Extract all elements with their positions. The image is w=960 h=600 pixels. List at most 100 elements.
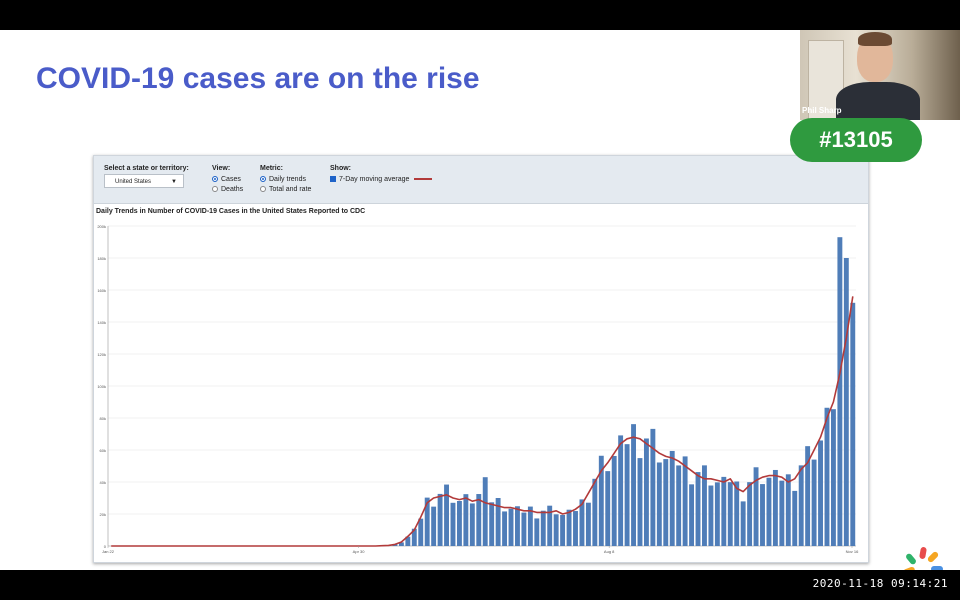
bar — [818, 440, 823, 546]
bar — [450, 502, 456, 546]
bar — [437, 493, 443, 546]
bar — [779, 480, 785, 546]
bar — [547, 505, 553, 546]
presentation-slide: COVID-19 cases are on the rise Select a … — [0, 30, 960, 587]
bar — [398, 542, 404, 546]
show-moving-average-toggle[interactable]: 7-Day moving average — [330, 174, 433, 184]
bar — [772, 469, 778, 546]
y-tick-label: 120k — [97, 352, 106, 357]
bar — [734, 481, 740, 546]
bar — [727, 482, 733, 546]
cases-bar-chart: 0 20k 40k 60k 80k 100k 120k 140k 160k 180k 200k Jan… — [97, 224, 859, 554]
bar — [598, 455, 604, 546]
bar — [830, 409, 836, 546]
bar — [643, 438, 649, 546]
bar — [573, 511, 578, 546]
y-tick-label: 200k — [97, 224, 106, 229]
bar — [650, 428, 656, 546]
show-group: Show: 7-Day moving average — [330, 165, 433, 184]
show-label: Show: — [330, 165, 351, 172]
y-tick-label: 180k — [97, 256, 106, 261]
bar — [663, 459, 669, 546]
y-tick-label: 80k — [100, 416, 106, 421]
bar — [566, 509, 572, 546]
state-selector-label: Select a state or territory: — [104, 165, 189, 172]
bar — [618, 435, 624, 546]
x-tick-label: Apr 30 — [353, 549, 366, 554]
ticket-badge: #13105 — [790, 118, 922, 162]
bar — [585, 502, 591, 546]
bar — [760, 484, 765, 546]
bar — [611, 455, 617, 546]
radio-empty-icon — [260, 186, 266, 192]
webcam-person-body — [836, 82, 920, 120]
top-black-bar — [0, 0, 960, 30]
bar — [798, 465, 804, 546]
bar — [411, 528, 417, 546]
y-tick-label: 0 — [104, 544, 107, 549]
bar — [708, 485, 714, 546]
bar — [689, 484, 695, 546]
bar — [495, 498, 501, 546]
view-option-cases[interactable]: Cases — [212, 174, 243, 184]
bar — [695, 472, 701, 546]
bar — [469, 503, 475, 546]
bar — [837, 237, 843, 546]
moving-average-line — [111, 296, 854, 547]
bar — [747, 482, 753, 546]
y-tick-label: 140k — [97, 320, 106, 325]
participant-webcam: Phil Sharp — [800, 30, 960, 120]
bar — [553, 514, 559, 546]
metric-option-label: Total and rate — [269, 185, 312, 193]
y-tick-label: 160k — [97, 288, 106, 293]
y-tick-label: 100k — [97, 384, 106, 389]
bar — [592, 478, 598, 546]
moving-average-legend-swatch — [414, 178, 433, 180]
bar — [702, 465, 707, 546]
radio-empty-icon — [212, 186, 218, 192]
view-option-deaths[interactable]: Deaths — [212, 184, 243, 194]
bar — [740, 501, 746, 546]
bar — [811, 459, 817, 546]
bar — [824, 407, 830, 546]
bar — [405, 536, 411, 546]
bar — [792, 490, 798, 546]
checkbox-checked-icon — [330, 176, 336, 182]
bar — [843, 258, 849, 546]
bar — [805, 446, 811, 546]
bar — [527, 506, 533, 546]
view-label: View: — [212, 165, 231, 172]
chevron-down-icon: ▼ — [171, 179, 177, 185]
bar — [476, 494, 482, 546]
bottom-black-bar: 2020-11-18 09:14:21 — [0, 570, 960, 600]
bar — [418, 518, 424, 546]
bar — [444, 484, 449, 546]
slide-title: COVID-19 cases are on the rise — [36, 62, 480, 95]
view-group: View: Cases Deaths — [212, 165, 243, 194]
bar — [682, 456, 688, 546]
chart-controls: Select a state or territory: United Stat… — [94, 156, 868, 204]
state-select[interactable]: United States ▼ — [104, 174, 184, 188]
bar — [456, 500, 462, 546]
bar — [508, 508, 514, 546]
show-option-label: 7-Day moving average — [339, 175, 410, 183]
bar — [560, 514, 566, 546]
bar — [850, 302, 856, 546]
metric-option-daily[interactable]: Daily trends — [260, 174, 311, 184]
view-option-label: Cases — [221, 175, 241, 183]
bar — [431, 506, 437, 546]
metric-option-total[interactable]: Total and rate — [260, 184, 311, 194]
metric-label: Metric: — [260, 165, 283, 172]
bar — [502, 511, 508, 546]
bar — [534, 518, 540, 546]
bar — [463, 494, 469, 546]
recording-timestamp: 2020-11-18 09:14:21 — [812, 577, 948, 590]
bar — [714, 482, 720, 546]
participant-name: Phil Sharp — [802, 106, 842, 115]
y-tick-label: 40k — [100, 480, 106, 485]
bar — [521, 512, 527, 546]
y-tick-label: 60k — [100, 448, 106, 453]
bar — [424, 497, 430, 546]
bar — [676, 465, 682, 546]
view-option-label: Deaths — [221, 185, 244, 193]
